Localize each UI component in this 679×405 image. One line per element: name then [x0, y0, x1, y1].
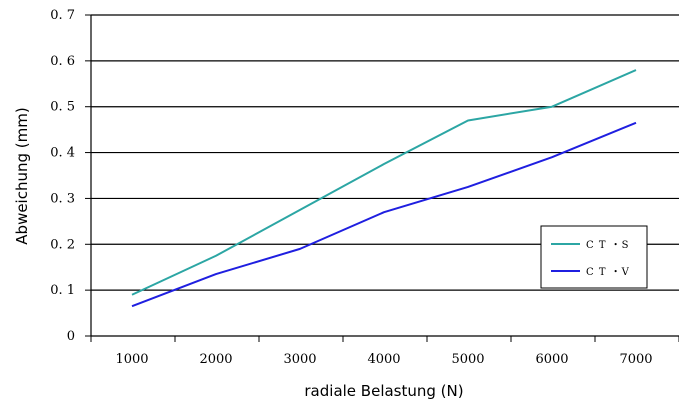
series-lines: [131, 69, 637, 308]
legend-label-cts: C T ・S: [586, 240, 630, 251]
x-tick-label: 2000: [199, 352, 232, 367]
series-line-ctv: [131, 121, 637, 308]
y-tick-label: 0. 6: [50, 54, 75, 69]
x-tick-label: 3000: [283, 352, 316, 367]
y-tick-label: 0. 2: [50, 237, 75, 252]
series-line-cts: [131, 69, 637, 296]
y-tick-labels: 0 0. 1 0. 2 0. 3 0. 4 0. 5 0. 6 0. 7: [50, 8, 75, 344]
axes: [85, 14, 679, 342]
x-tick-label: 4000: [367, 352, 400, 367]
legend-label-ctv: C T ・V: [586, 267, 630, 278]
y-tick-label: 0. 1: [50, 283, 75, 298]
grid-lines: [91, 14, 679, 291]
x-tick-label: 6000: [535, 352, 568, 367]
x-axis-title: radiale Belastung (N): [304, 382, 463, 400]
legend-box: [540, 225, 648, 289]
y-tick-label: 0. 4: [50, 146, 75, 161]
x-tick-label: 5000: [451, 352, 484, 367]
y-tick-label: 0. 7: [50, 8, 75, 23]
y-tick-label: 0: [67, 329, 75, 344]
x-tick-label: 7000: [619, 352, 652, 367]
x-tick-label: 1000: [115, 352, 148, 367]
y-tick-label: 0. 5: [50, 100, 75, 115]
y-axis-title: Abweichung (mm): [13, 107, 31, 244]
legend: C T ・S C T ・V: [540, 225, 648, 289]
y-tick-label: 0. 3: [50, 191, 75, 206]
x-tick-labels: 1000 2000 3000 4000 5000 6000 7000: [115, 352, 652, 367]
